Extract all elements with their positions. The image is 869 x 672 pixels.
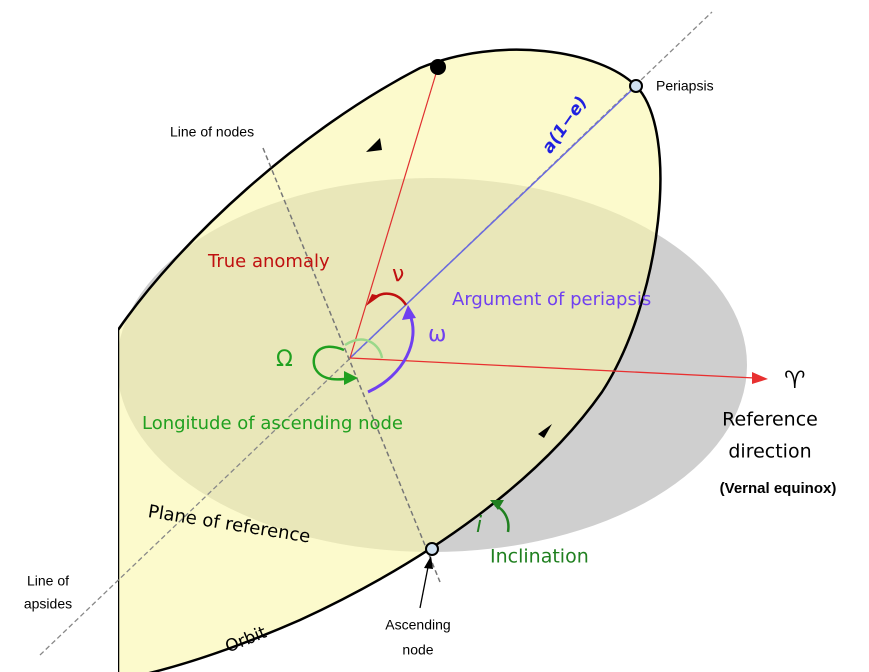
reference-direction [349, 357, 756, 379]
arrowhead [344, 371, 358, 385]
label: node [402, 642, 433, 658]
ascending-node-point [425, 542, 439, 556]
arrowhead [424, 556, 433, 569]
arrowhead [366, 294, 380, 306]
label: Line of nodes [170, 124, 254, 140]
label: ν [392, 262, 404, 287]
label: Periapsis [656, 78, 714, 94]
label: Inclination [490, 546, 589, 568]
reference-arrow [752, 372, 768, 384]
label: i [476, 513, 482, 538]
label: Reference [722, 409, 818, 431]
orbiting-body [430, 59, 446, 75]
line-of-nodes [262, 147, 441, 583]
orbit-arrow [538, 424, 552, 438]
label: Ω [276, 347, 293, 372]
pointer [419, 561, 430, 609]
longitude-loop [312, 345, 353, 381]
label: Ascending [385, 617, 450, 633]
radius-line [349, 66, 439, 359]
label: direction [728, 441, 811, 463]
label: Line of [27, 573, 69, 589]
orbit-arrow [366, 138, 382, 152]
orbit [118, 48, 662, 672]
label: apsides [24, 596, 72, 612]
arrowhead [490, 500, 504, 510]
periapsis-line [349, 85, 637, 359]
label: ω [428, 322, 446, 347]
argument-arc [367, 314, 415, 394]
label: True anomaly [207, 251, 330, 272]
label: ♈ [784, 366, 806, 394]
node-arc [344, 338, 384, 359]
label: Argument of periapsis [452, 289, 651, 310]
periapsis-point [629, 79, 643, 93]
arrowhead [402, 305, 416, 320]
label: Longitude of ascending node [142, 413, 403, 434]
label: (Vernal equinox) [720, 480, 837, 497]
